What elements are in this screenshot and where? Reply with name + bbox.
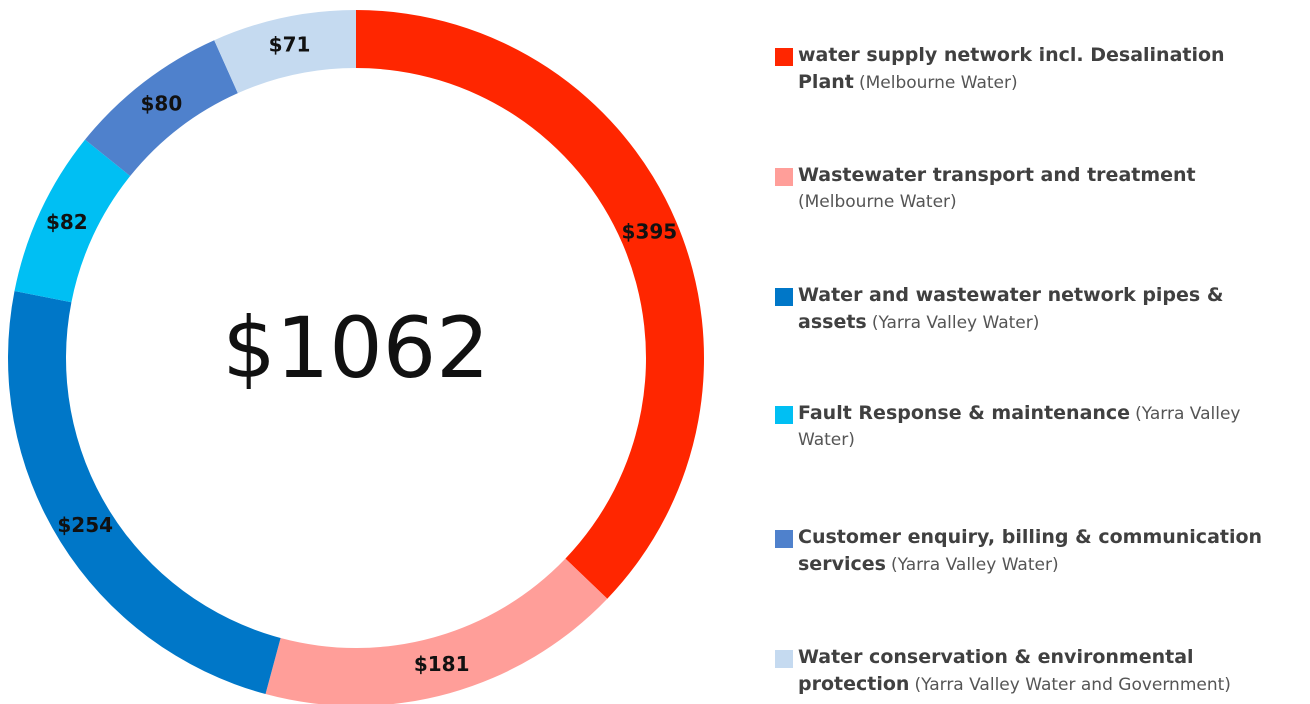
- center-label: $1062: [222, 299, 489, 397]
- donut-segment: [85, 40, 238, 177]
- legend-name: Wastewater transport and treatment: [798, 164, 1196, 186]
- legend-name: Water conservation & environmental prote…: [798, 646, 1194, 695]
- legend-note: (Melbourne Water): [798, 192, 957, 212]
- legend-swatch: [775, 168, 793, 186]
- legend-text: water supply network incl. Desalination …: [798, 42, 1268, 96]
- legend-item: Water conservation & environmental prote…: [775, 644, 1295, 698]
- legend-text: Customer enquiry, billing & communicatio…: [798, 524, 1268, 578]
- data-label: $254: [57, 513, 113, 537]
- donut-segment: [214, 10, 356, 94]
- legend-note: (Yarra Valley Water and Government): [914, 675, 1231, 695]
- donut-segment: [265, 558, 608, 704]
- legend-note: (Yarra Valley Water): [891, 555, 1059, 575]
- legend-note: (Yarra Valley Water): [798, 404, 1241, 450]
- legend-item: Customer enquiry, billing & communicatio…: [775, 524, 1295, 578]
- legend-item: Water and wastewater network pipes & ass…: [775, 282, 1295, 336]
- legend-swatch: [775, 406, 793, 424]
- legend-name: Customer enquiry, billing & communicatio…: [798, 526, 1263, 575]
- donut-segment: [14, 139, 131, 303]
- legend-name: water supply network incl. Desalination …: [798, 44, 1225, 93]
- legend-item: Wastewater transport and treatment (Melb…: [775, 162, 1295, 215]
- data-label: $82: [46, 210, 88, 234]
- legend-text: Water and wastewater network pipes & ass…: [798, 282, 1268, 336]
- data-label: $181: [414, 652, 470, 676]
- legend-item: water supply network incl. Desalination …: [775, 42, 1295, 96]
- legend-note: (Yarra Valley Water): [871, 313, 1040, 333]
- legend-text: Water conservation & environmental prote…: [798, 644, 1268, 698]
- donut-segment: [356, 10, 705, 599]
- data-label: $71: [269, 32, 311, 56]
- data-label: $80: [141, 92, 183, 116]
- legend-note: (Melbourne Water): [858, 73, 1018, 93]
- legend-swatch: [775, 48, 793, 66]
- legend-text: Wastewater transport and treatment (Melb…: [798, 162, 1268, 215]
- legend-text: Fault Response & maintenance (Yarra Vall…: [798, 400, 1268, 453]
- legend-swatch: [775, 650, 793, 668]
- legend-name: Water and wastewater network pipes & ass…: [798, 284, 1224, 333]
- donut-segment: [7, 291, 281, 695]
- legend-item: Fault Response & maintenance (Yarra Vall…: [775, 400, 1295, 453]
- legend-swatch: [775, 288, 793, 306]
- data-label: $395: [622, 219, 678, 243]
- legend-name: Fault Response & maintenance: [798, 402, 1131, 424]
- legend-swatch: [775, 530, 793, 548]
- chart: $1062 $395 $181 $254 $82 $80 $71: [7, 10, 705, 704]
